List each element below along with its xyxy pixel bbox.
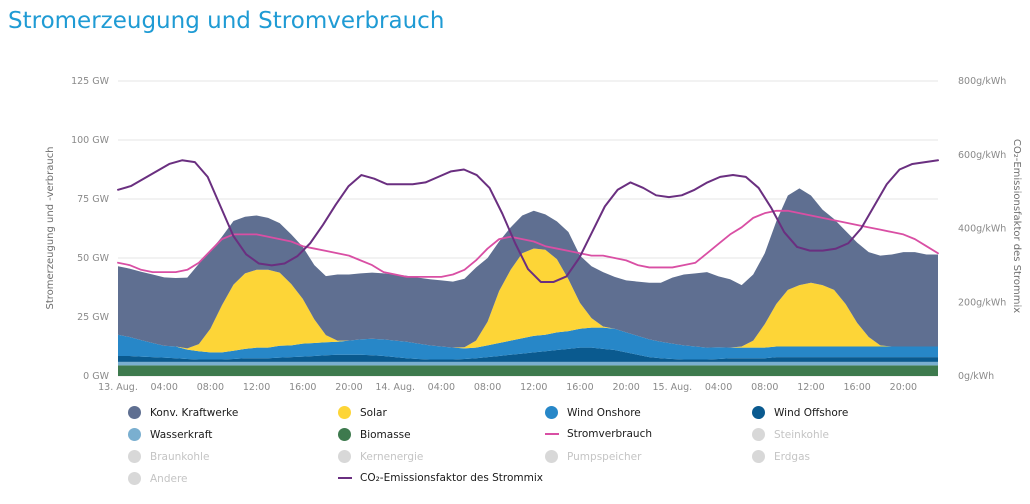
legend-label: Biomasse bbox=[360, 428, 411, 441]
x-tick-label: 12:00 bbox=[520, 382, 547, 393]
x-tick-label: 14. Aug. bbox=[375, 382, 415, 393]
page-title: Stromerzeugung und Stromverbrauch bbox=[8, 8, 445, 34]
legend-item-wasserkraft[interactable]: Wasserkraft bbox=[128, 428, 212, 441]
legend-dot-icon bbox=[338, 428, 351, 441]
legend-item-erdgas[interactable]: Erdgas bbox=[752, 450, 810, 463]
legend-item-pumpspeicher[interactable]: Pumpspeicher bbox=[545, 450, 641, 463]
legend-item-braunkohle[interactable]: Braunkohle bbox=[128, 450, 209, 463]
y-tick-label: 75 GW bbox=[77, 194, 109, 205]
y-axis-right: 0g/kWh 200g/kWh 400g/kWh 600g/kWh 800g/kWh bbox=[958, 76, 1006, 382]
area-wasserkraft bbox=[118, 361, 938, 366]
x-tick-label: 16:00 bbox=[843, 382, 870, 393]
legend-label: Andere bbox=[150, 472, 188, 485]
x-tick-label: 08:00 bbox=[474, 382, 501, 393]
legend-label: Kernenergie bbox=[360, 450, 424, 463]
legend-item-biomasse[interactable]: Biomasse bbox=[338, 428, 411, 441]
y-axis-title: Stromerzeugung und -verbrauch bbox=[45, 146, 56, 309]
x-tick-label: 15. Aug. bbox=[653, 382, 693, 393]
legend-label: Wasserkraft bbox=[150, 428, 213, 441]
legend-line-icon bbox=[545, 433, 559, 435]
legend-item-konv-kraftwerke[interactable]: Konv. Kraftwerke bbox=[128, 406, 238, 419]
y-tick-label: 50 GW bbox=[77, 253, 109, 264]
y2-axis-title: CO₂-Emissionsfaktor des Strommix bbox=[1011, 139, 1022, 313]
stacked-areas bbox=[118, 188, 938, 376]
legend-item-stromverbrauch[interactable]: Stromverbrauch bbox=[545, 428, 652, 440]
legend-item-steinkohle[interactable]: Steinkohle bbox=[752, 428, 829, 441]
legend-label: Konv. Kraftwerke bbox=[150, 406, 239, 419]
legend-dot-icon bbox=[545, 450, 558, 463]
y-tick-label: 100 GW bbox=[71, 135, 110, 146]
x-tick-label: 08:00 bbox=[197, 382, 224, 393]
legend-item-andere[interactable]: Andere bbox=[128, 472, 188, 485]
x-tick-label: 08:00 bbox=[751, 382, 778, 393]
legend-item-solar[interactable]: Solar bbox=[338, 406, 387, 419]
lines bbox=[117, 159, 939, 283]
y-tick-label: 25 GW bbox=[77, 312, 109, 323]
area-konv-kraftwerke bbox=[118, 188, 938, 349]
y-tick-label: 0 GW bbox=[83, 371, 109, 382]
legend-dot-icon bbox=[338, 450, 351, 463]
y2-tick-label: 800g/kWh bbox=[958, 76, 1006, 87]
legend-dot-icon bbox=[128, 472, 141, 485]
legend-label: Erdgas bbox=[774, 450, 811, 463]
legend-dot-icon bbox=[128, 450, 141, 463]
legend-label: Wind Offshore bbox=[774, 406, 849, 419]
legend-dot-icon bbox=[128, 406, 141, 419]
legend-label: Braunkohle bbox=[150, 450, 210, 463]
legend-item-co-emissionsfaktor-des-strommix[interactable]: CO₂-Emissionsfaktor des Strommix bbox=[338, 472, 543, 484]
x-tick-label: 12:00 bbox=[797, 382, 824, 393]
legend-dot-icon bbox=[752, 450, 765, 463]
legend-dot-icon bbox=[752, 428, 765, 441]
legend-label: CO₂-Emissionsfaktor des Strommix bbox=[360, 472, 544, 484]
area-solar bbox=[118, 248, 938, 353]
legend-dot-icon bbox=[128, 428, 141, 441]
y-axis-left: 0 GW 25 GW 50 GW 75 GW 100 GW 125 GW bbox=[71, 76, 110, 382]
legend-dot-icon bbox=[338, 406, 351, 419]
legend-label: Pumpspeicher bbox=[567, 450, 642, 463]
x-tick-label: 16:00 bbox=[289, 382, 316, 393]
legend-label: Steinkohle bbox=[774, 428, 829, 441]
legend-label: Solar bbox=[360, 406, 387, 419]
y-tick-label: 125 GW bbox=[71, 76, 110, 87]
x-tick-label: 20:00 bbox=[890, 382, 917, 393]
x-tick-label: 13. Aug. bbox=[98, 382, 138, 393]
x-axis: 13. Aug. 04:00 08:00 12:00 16:00 20:00 14. Aug… bbox=[98, 382, 917, 393]
y2-tick-label: 200g/kWh bbox=[958, 297, 1006, 308]
y2-tick-label: 0g/kWh bbox=[958, 371, 994, 382]
legend-item-wind-onshore[interactable]: Wind Onshore bbox=[545, 406, 641, 419]
legend-item-kernenergie[interactable]: Kernenergie bbox=[338, 450, 423, 463]
legend-item-wind-offshore[interactable]: Wind Offshore bbox=[752, 406, 848, 419]
line-stromverbrauch bbox=[117, 209, 939, 278]
legend-line-icon bbox=[338, 477, 352, 479]
x-tick-label: 04:00 bbox=[705, 382, 732, 393]
line-co-emissionsfaktor-des-strommix bbox=[117, 159, 939, 283]
x-tick-label: 04:00 bbox=[151, 382, 178, 393]
x-tick-label: 16:00 bbox=[566, 382, 593, 393]
area-biomasse bbox=[118, 365, 938, 376]
legend-dot-icon bbox=[752, 406, 765, 419]
legend-label: Wind Onshore bbox=[567, 406, 641, 419]
legend-dot-icon bbox=[545, 406, 558, 419]
y2-tick-label: 600g/kWh bbox=[958, 150, 1006, 161]
legend-label: Stromverbrauch bbox=[567, 428, 653, 440]
x-tick-label: 20:00 bbox=[335, 382, 362, 393]
x-tick-label: 04:00 bbox=[428, 382, 455, 393]
x-tick-label: 20:00 bbox=[612, 382, 639, 393]
area-wind-onshore bbox=[118, 327, 938, 360]
x-tick-label: 12:00 bbox=[243, 382, 270, 393]
y2-tick-label: 400g/kWh bbox=[958, 224, 1006, 235]
